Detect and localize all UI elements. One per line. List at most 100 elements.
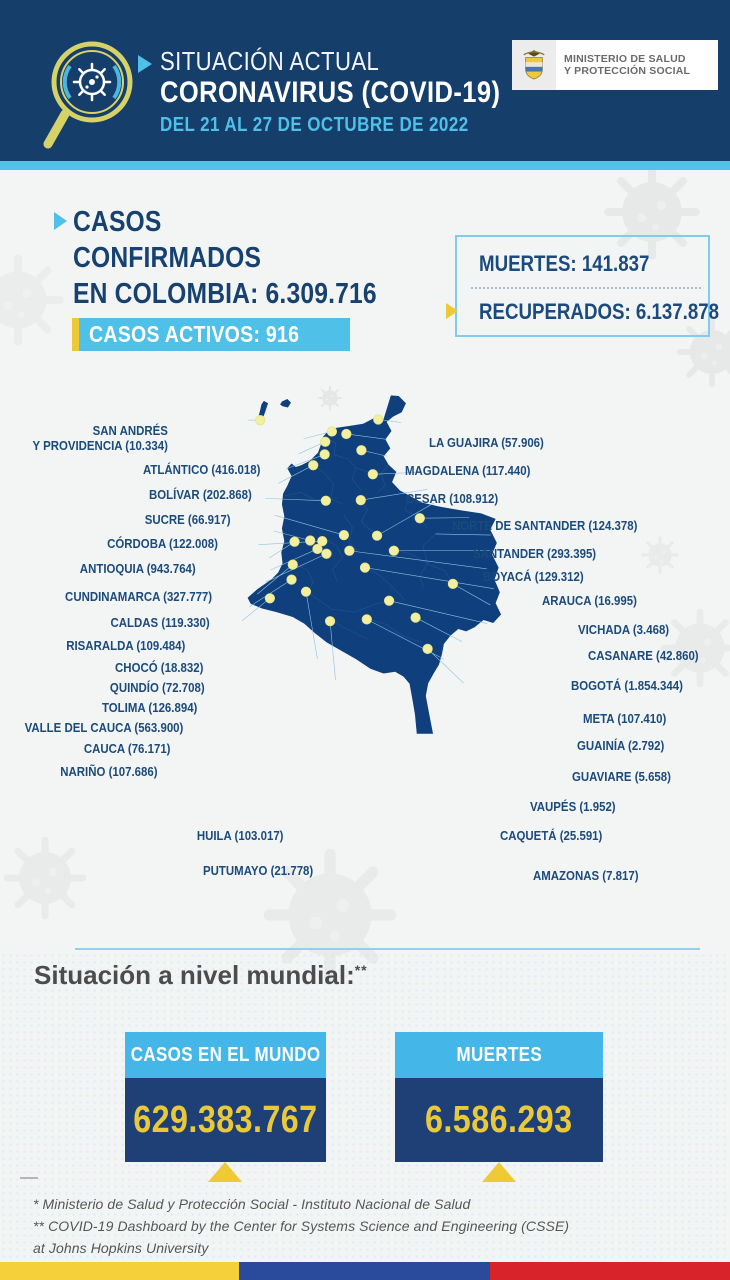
leader-line-meta (364, 567, 494, 589)
leader-line-guain-a (452, 583, 491, 606)
map-dot-antioquia (320, 495, 331, 506)
leader-line-sucre (286, 454, 325, 470)
world-deaths-card-header: MUERTES (395, 1032, 603, 1078)
world-section-title: Situación a nivel mundial:** (34, 960, 368, 990)
map-dot-tolima (321, 548, 332, 559)
world-deaths-label: MUERTES (456, 1043, 542, 1066)
colombia-map (241, 395, 502, 734)
page-title: CORONAVIRUS (COVID-19) (160, 76, 501, 109)
world-title-footnote-marker: ** (354, 962, 368, 978)
world-cases-label: CASOS EN EL MUNDO (130, 1043, 321, 1066)
header-accent-strip (0, 161, 730, 170)
leader-line-putumayo (329, 621, 336, 681)
flag-red-segment (490, 1262, 730, 1280)
deaths-label: MUERTES: 141.837 (479, 251, 650, 276)
recovered-label: RECUPERADOS: 6.137.878 (479, 299, 720, 324)
map-dot-meta (359, 562, 371, 573)
map-dot-magdalena (341, 428, 352, 440)
map-dot-quind-o (312, 543, 323, 555)
map-dot-sucre (319, 449, 330, 460)
map-dot-vaup-s (410, 612, 421, 623)
world-map-dot-texture (0, 952, 730, 1262)
world-deaths-pointer-icon (482, 1162, 516, 1182)
colombia-flag-bar (0, 1262, 730, 1280)
leader-line-guaviare (389, 600, 488, 624)
map-dot-arauca (414, 513, 425, 524)
map-dot-atl-ntico (326, 426, 338, 437)
leader-line-norte-de-santander (372, 472, 415, 475)
map-dot-bol-var (320, 436, 331, 447)
map-dot-huila (300, 586, 312, 597)
world-cases-card-header: CASOS EN EL MUNDO (125, 1032, 326, 1078)
map-dot-cauca (286, 574, 297, 585)
footnote-dash (20, 1177, 38, 1179)
leader-line-huila (305, 591, 318, 660)
map-dot-guain-a (447, 578, 459, 589)
kicker-triangle-icon (138, 55, 152, 73)
map-dot-choc (289, 536, 300, 547)
section-divider-line (75, 948, 700, 950)
leader-line-arauca (419, 517, 470, 519)
leader-line-vichada (435, 533, 491, 536)
recovered-triangle-icon (446, 303, 458, 319)
map-dot-valle-del-cauca (287, 559, 298, 570)
map-dot-putumayo (324, 616, 336, 627)
leader-line-boyac (376, 502, 434, 536)
department-borders (284, 436, 453, 643)
flag-yellow-segment (0, 1262, 239, 1280)
dotted-divider (471, 287, 701, 289)
leader-line-c-rdoba (278, 464, 314, 484)
leader-line-vaup-s (415, 617, 463, 642)
leader-line-antioquia (265, 498, 326, 502)
map-dot-san-andr-s-y-providencia (255, 414, 266, 426)
date-range: DEL 21 AL 27 DE OCTUBRE DE 2022 (160, 114, 469, 136)
ministry-name-line2: Y PROTECCIÓN SOCIAL (564, 65, 691, 77)
map-dot-santander (355, 495, 366, 506)
leader-line-bogot (349, 550, 487, 570)
world-deaths-value: 6.586.293 (425, 1098, 573, 1141)
map-dot-norte-de-santander (367, 469, 378, 480)
colombia-silhouette (247, 395, 502, 734)
magnifier-virus-icon (43, 41, 133, 149)
deaths-recovered-box: MUERTES: 141.837 RECUPERADOS: 6.137.878 (455, 235, 719, 337)
confirmed-line-3: EN COLOMBIA: 6.309.716 (73, 278, 377, 310)
map-dots (255, 414, 459, 654)
map-dot-la-guajira (373, 414, 384, 425)
leader-line-amazonas (427, 648, 464, 684)
world-deaths-card: MUERTES 6.586.293 (395, 1032, 603, 1162)
active-cases-label: CASOS ACTIVOS: 916 (89, 321, 300, 347)
leader-line-valle-del-cauca (257, 564, 293, 595)
header-kicker: SITUACIÓN ACTUAL (160, 46, 380, 76)
ministry-name-line1: MINISTERIO DE SALUD (564, 52, 686, 65)
world-cases-card: CASOS EN EL MUNDO 629.383.767 (125, 1032, 326, 1162)
world-cases-card-body: 629.383.767 (125, 1078, 326, 1162)
leader-line-nari-o (241, 598, 271, 621)
map-dot-cesar (356, 445, 367, 456)
footnote-source-1: * Ministerio de Salud y Protección Socia… (33, 1196, 471, 1212)
flag-blue-segment (239, 1262, 490, 1280)
leader-line-magdalena (346, 433, 387, 440)
active-cases-banner: CASOS ACTIVOS: 916 (72, 318, 351, 351)
map-dot-bogot (344, 545, 355, 556)
map-dot-c-rdoba (308, 460, 319, 471)
map-dot-nari-o (264, 593, 275, 604)
map-dot-caldas (305, 535, 316, 546)
map-dot-cundinamarca (338, 529, 350, 541)
cases-triangle-icon (54, 212, 67, 230)
map-dot-boyac (371, 530, 383, 541)
leader-line-caldas (273, 530, 311, 541)
colombia-coat-of-arms-icon (512, 40, 556, 90)
leader-line-quind-o (270, 548, 318, 571)
providencia-island (280, 399, 291, 408)
world-deaths-card-body: 6.586.293 (395, 1078, 603, 1162)
leader-line-cundinamarca (274, 514, 345, 536)
map-dot-amazonas (422, 643, 433, 654)
map-dot-risaralda (317, 535, 328, 547)
map-dot-caquet (361, 614, 372, 625)
footnote-source-2b: at Johns Hopkins University (33, 1240, 209, 1256)
map-dot-casanare (388, 545, 400, 556)
world-cases-pointer-icon (208, 1162, 242, 1182)
active-banner-yellow-bar (72, 318, 79, 351)
map-dot-guaviare (383, 595, 395, 606)
